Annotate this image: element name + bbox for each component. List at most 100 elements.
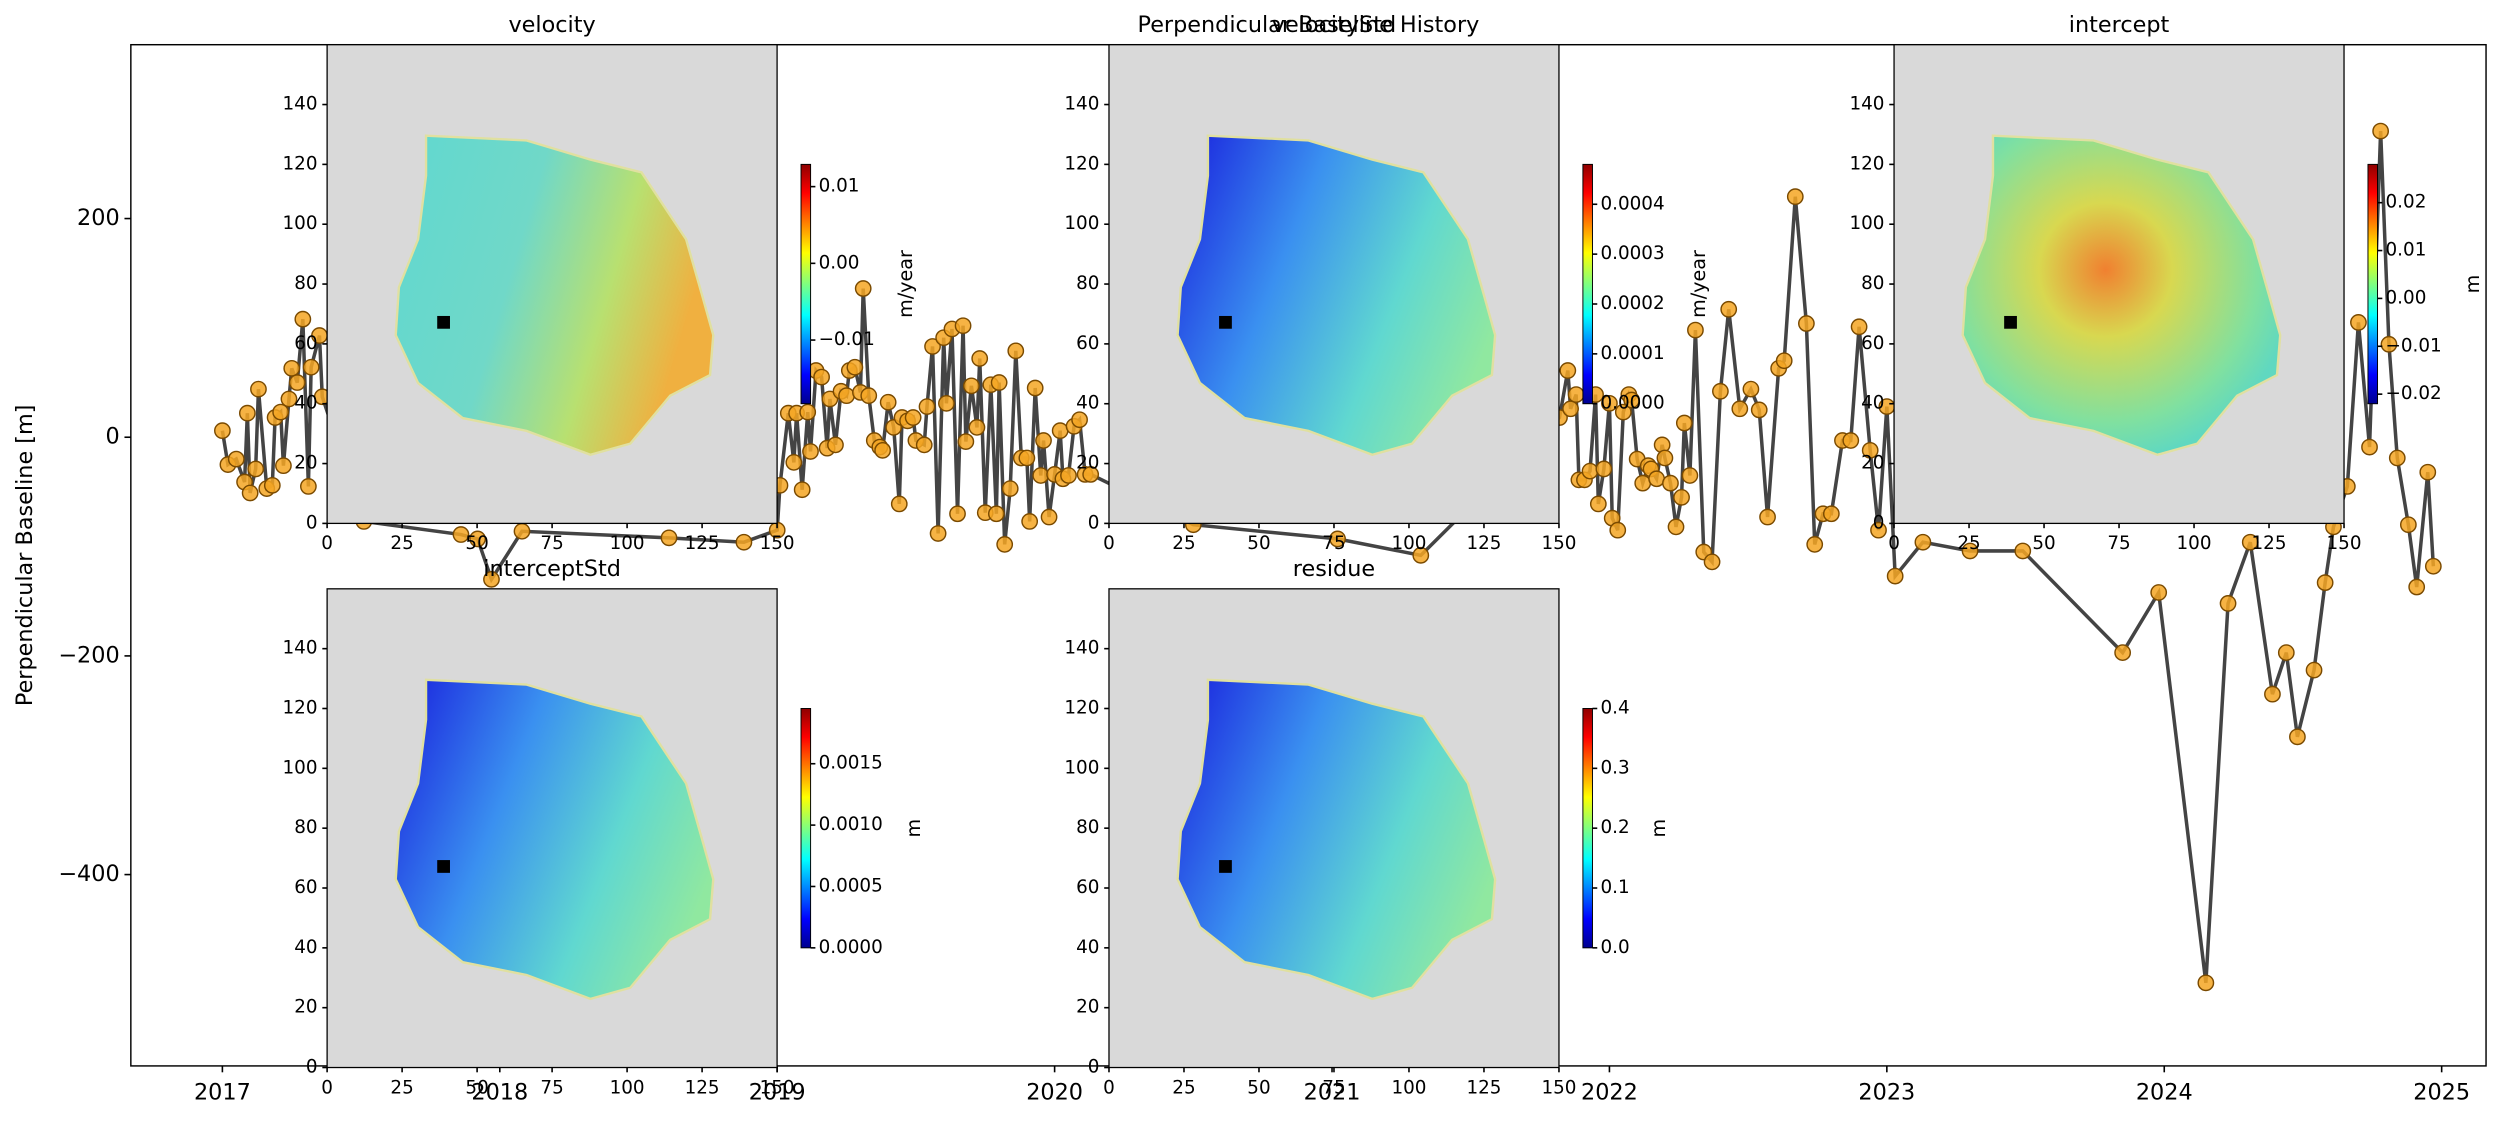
y-tick-label: 80: [1076, 273, 1099, 294]
baseline-point: [2399, 516, 2417, 534]
x-tick-label: 25: [1172, 533, 1195, 554]
baseline-point: [1798, 315, 1815, 332]
y-tick-label: 120: [1064, 153, 1099, 174]
baseline-point: [915, 436, 933, 454]
baseline-point: [250, 380, 267, 398]
colorbar-tick-label: 0.01: [2386, 240, 2427, 261]
baseline-point: [1021, 513, 1039, 530]
baseline-point: [2241, 533, 2259, 551]
x-tick-label: 75: [1322, 533, 1345, 554]
colorbar: [1582, 708, 1593, 949]
reference-point: [437, 315, 450, 329]
baseline-point: [860, 387, 878, 405]
y-tick-label: 80: [1076, 817, 1099, 838]
y-tick-label: 140: [283, 94, 318, 115]
y-tick-label: −400: [58, 861, 119, 887]
baseline-point: [1581, 462, 1599, 480]
baseline-point: [2388, 449, 2406, 467]
x-tick-label: 125: [1466, 1077, 1501, 1098]
baseline-point: [452, 526, 470, 543]
colorbar-tick-label: 0.2: [1600, 817, 1629, 838]
baseline-point: [227, 450, 245, 468]
y-tick-label: 60: [294, 333, 317, 354]
y-tick-label: 0: [1873, 512, 1885, 533]
baseline-point: [275, 457, 292, 475]
baseline-point: [1731, 400, 1749, 418]
x-tick-label: 25: [1172, 1077, 1195, 1098]
y-tick-label: 60: [1861, 333, 1884, 354]
x-tick-label: 2023: [1858, 1080, 1915, 1106]
x-tick-label: 0: [1103, 1077, 1115, 1098]
colorbar: [800, 708, 812, 949]
reference-point: [2004, 315, 2017, 329]
baseline-point: [1806, 536, 1824, 553]
baseline-point: [1861, 441, 1879, 459]
baseline-point: [918, 398, 936, 415]
x-tick-label: 100: [1391, 533, 1426, 554]
baseline-point: [1656, 449, 1674, 467]
x-tick-label: 0: [321, 533, 333, 554]
colorbar-tick-label: 0.00: [2386, 287, 2427, 308]
baseline-point: [987, 505, 1005, 523]
y-tick-label: 40: [1076, 393, 1099, 414]
baseline-point: [1662, 474, 1679, 492]
baseline-point: [2114, 644, 2132, 662]
baseline-point: [949, 505, 966, 523]
baseline-point: [1870, 521, 1887, 539]
y-tick-label: 40: [1861, 393, 1884, 414]
y-tick-label: 40: [1076, 937, 1099, 958]
y-tick-label: 0: [306, 1057, 318, 1078]
baseline-point: [2419, 463, 2437, 481]
x-tick-label: 125: [1466, 533, 1501, 554]
baseline-point: [1007, 342, 1025, 360]
baseline-point: [2424, 557, 2442, 575]
y-tick-label: 140: [1064, 94, 1099, 115]
x-tick-label: 125: [2252, 533, 2287, 554]
map-image: [1961, 134, 2282, 457]
baseline-point: [1051, 422, 1069, 440]
baseline-point: [846, 358, 864, 376]
baseline-point: [1026, 379, 1044, 397]
x-tick-label: 100: [610, 533, 645, 554]
baseline-point: [968, 419, 986, 436]
y-tick-label: 100: [1064, 213, 1099, 234]
baseline-point: [996, 536, 1014, 553]
colorbar-tick-label: 0.01: [819, 176, 860, 197]
baseline-point: [1712, 382, 1729, 400]
baseline-point: [1750, 401, 1768, 419]
map-image: [394, 134, 715, 457]
baseline-point: [241, 484, 259, 502]
colorbar-tick-label: 0.0000: [819, 937, 883, 958]
y-tick-label: 140: [283, 638, 318, 659]
colorbar-tick-label: 0.0004: [1600, 193, 1664, 214]
baseline-point: [483, 570, 500, 588]
y-tick-label: 20: [1076, 453, 1099, 474]
baseline-point: [247, 460, 265, 478]
x-tick-label: 2021: [1304, 1080, 1361, 1106]
x-tick-label: 2020: [1026, 1080, 1083, 1106]
baseline-point: [1886, 567, 1904, 585]
chart-title: Perpendicular Baseline History: [1138, 12, 1480, 38]
colorbar: [2367, 163, 2379, 405]
y-tick-label: 80: [294, 273, 317, 294]
baseline-point: [1667, 518, 1685, 536]
baseline-point: [1559, 362, 1577, 379]
baseline-point: [1018, 449, 1036, 467]
baseline-point: [854, 280, 872, 297]
baseline-point: [300, 478, 317, 495]
x-tick-label: 150: [1541, 533, 1576, 554]
colorbar-tick-label: 0.02: [2386, 192, 2427, 213]
y-tick-label: 100: [1849, 213, 1884, 234]
baseline-point: [938, 394, 955, 412]
baseline-point: [294, 310, 312, 328]
baseline-point: [1673, 488, 1690, 506]
x-tick-label: 150: [760, 1077, 795, 1098]
x-tick-label: 75: [2107, 533, 2130, 554]
y-tick-label: 20: [294, 997, 317, 1018]
baseline-point: [513, 522, 531, 540]
x-tick-label: 150: [2327, 533, 2362, 554]
baseline-point: [874, 441, 891, 459]
colorbar-tick-label: 0.0015: [819, 753, 883, 774]
baseline-point: [1961, 542, 1979, 560]
